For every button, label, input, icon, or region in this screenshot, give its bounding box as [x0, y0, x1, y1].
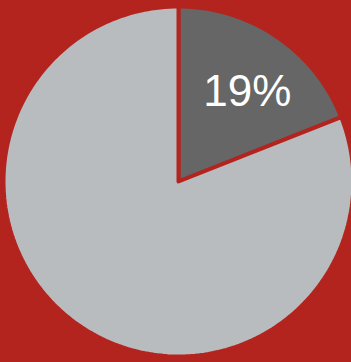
svg-text:19%: 19%	[203, 66, 291, 115]
